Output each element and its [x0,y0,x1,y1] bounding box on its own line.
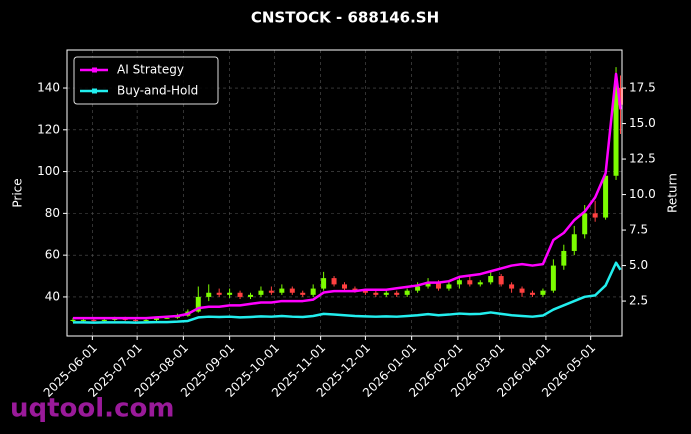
legend-marker [92,67,97,73]
candle-body [342,284,347,289]
y-tick-label: 40 [45,289,60,303]
candle-body [122,318,128,320]
candle-body [362,290,368,293]
candle-body [70,319,76,321]
candle-body [519,288,525,293]
candle-body [509,284,515,289]
candle-body [571,234,577,251]
candle-body [279,288,285,293]
candle-body [143,319,149,321]
chart-title: CNSTOCK - 688146.SH [251,9,439,27]
candle-body [227,292,233,295]
candle-body [268,290,274,293]
candle-body [101,319,107,321]
candle-body [498,276,504,285]
candle-body [467,280,473,285]
candle-body [550,265,556,291]
candle-body [352,288,358,291]
candle-body [91,319,97,321]
y-tick-label: 80 [45,206,60,220]
candle-body [133,319,139,321]
candle-body [373,292,379,295]
y-tick-label: 100 [37,164,60,178]
y-tick-label: 60 [45,248,60,262]
legend-marker [92,88,97,94]
candle-body [310,288,316,295]
candle-body [456,280,462,285]
candle-body [404,290,410,295]
candle-body [112,318,118,320]
y2-tick-label: 7.5 [629,223,648,237]
y2-tick-label: 5.0 [629,258,648,272]
candle-body [237,292,243,297]
y-tick-label: 120 [37,122,60,136]
candle-body [613,88,619,176]
y-tick-label: 140 [37,81,60,95]
y2-tick-label: 12.5 [629,152,656,166]
candle-body [164,317,170,319]
candle-body [415,286,421,291]
candle-body [561,250,567,266]
candle-body [529,292,535,295]
candle-body [540,290,546,295]
legend-label: Buy-and-Hold [117,84,198,98]
axes-frame [66,49,623,337]
candle-body [383,292,389,295]
candle-body [603,175,609,218]
y-axis-label: Price [11,178,25,207]
candle-body [289,288,295,293]
y2-tick-label: 15.0 [629,116,656,130]
candle-body [321,278,327,289]
line-series [72,72,622,320]
candle-body [248,294,254,297]
candle-body [80,319,86,321]
candle-body [446,284,452,289]
watermark: uqtool.com [10,394,174,424]
candle-body [154,317,160,320]
candle-body [331,278,337,285]
candle-body [477,282,483,285]
candle-body [195,296,201,312]
y2-tick-label: 17.5 [629,81,656,95]
candle-body [206,292,212,297]
candle-body [582,213,588,235]
candle-body [618,88,624,105]
line-series [72,261,622,324]
candle-body [216,292,222,295]
candle-body [394,292,400,295]
candle-body [425,282,431,287]
candle-body [258,290,264,295]
y2-axis-label: Return [666,173,680,213]
legend-box [73,56,219,105]
candle-body [488,276,494,283]
candle-body [592,213,598,218]
y2-tick-label: 10.0 [629,187,656,201]
candle-body [435,282,441,289]
candle-body [300,292,306,295]
y2-tick-label: 2.5 [629,294,648,308]
legend-label: AI Strategy [117,63,184,77]
